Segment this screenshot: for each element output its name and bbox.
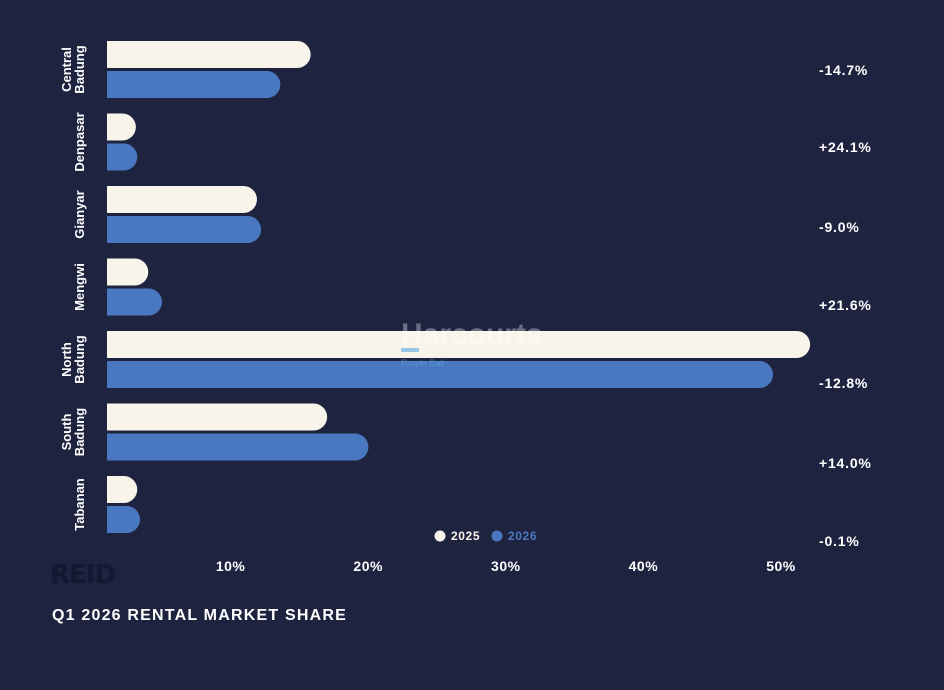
bar-2025-north-badung bbox=[107, 331, 811, 358]
bar-2025-denpasar bbox=[107, 113, 136, 141]
watermark: Harcourts Purple Bali bbox=[401, 318, 543, 368]
change-label: -0.1% bbox=[819, 533, 860, 549]
category-labels: CentralBadung Denpasar Gianyar Mengwi NorthB… bbox=[59, 45, 87, 530]
bar-2025-mengwi bbox=[107, 258, 149, 286]
bar-2025-tabanan bbox=[107, 476, 138, 503]
bar-2026-central-badung bbox=[107, 71, 281, 98]
bar-2025-central-badung bbox=[107, 41, 311, 68]
category-label: Denpasar bbox=[72, 112, 87, 171]
bars-group bbox=[107, 41, 811, 533]
x-tick-label: 40% bbox=[629, 558, 659, 574]
x-tick-label: 20% bbox=[353, 558, 383, 574]
x-tick-label: 30% bbox=[491, 558, 521, 574]
legend: 2025 2026 bbox=[434, 529, 537, 543]
legend-label-2026: 2026 bbox=[508, 529, 537, 543]
category-label: Tabanan bbox=[72, 478, 87, 531]
category-label: SouthBadung bbox=[59, 408, 87, 456]
change-label: +14.0% bbox=[819, 455, 872, 471]
x-axis-ticks: 10% 20% 30% 40% 50% bbox=[216, 558, 796, 574]
watermark-mark bbox=[401, 348, 419, 352]
change-label: +21.6% bbox=[819, 297, 872, 313]
change-label: -9.0% bbox=[819, 219, 860, 235]
bar-2026-tabanan bbox=[107, 506, 141, 533]
bar-2026-north-badung bbox=[107, 361, 773, 388]
reid-logo: REID bbox=[50, 560, 116, 590]
change-labels: -14.7% +24.1% -9.0% +21.6% -12.8% +14.0% -0.1% bbox=[819, 62, 872, 549]
bar-2026-south-badung bbox=[107, 433, 369, 461]
bar-2025-gianyar bbox=[107, 186, 257, 213]
x-tick-label: 50% bbox=[766, 558, 796, 574]
bar-2026-mengwi bbox=[107, 288, 163, 316]
bar-2025-south-badung bbox=[107, 403, 328, 431]
legend-label-2025: 2025 bbox=[451, 529, 480, 543]
category-label: CentralBadung bbox=[59, 45, 87, 93]
category-label: Mengwi bbox=[72, 263, 87, 311]
change-label: +24.1% bbox=[819, 139, 872, 155]
watermark-subtitle: Purple Bali bbox=[401, 358, 445, 368]
category-label: Gianyar bbox=[72, 190, 87, 238]
chart-footer-title: Q1 2026 RENTAL MARKET SHARE bbox=[52, 607, 347, 624]
legend-swatch-2025 bbox=[434, 530, 446, 542]
watermark-logo-text: Harcourts bbox=[401, 318, 543, 351]
category-label: NorthBadung bbox=[59, 335, 87, 383]
legend-swatch-2026 bbox=[491, 530, 503, 542]
change-label: -12.8% bbox=[819, 375, 868, 391]
bar-2026-denpasar bbox=[107, 143, 138, 171]
change-label: -14.7% bbox=[819, 62, 868, 78]
bar-2026-gianyar bbox=[107, 216, 262, 243]
x-tick-label: 10% bbox=[216, 558, 246, 574]
